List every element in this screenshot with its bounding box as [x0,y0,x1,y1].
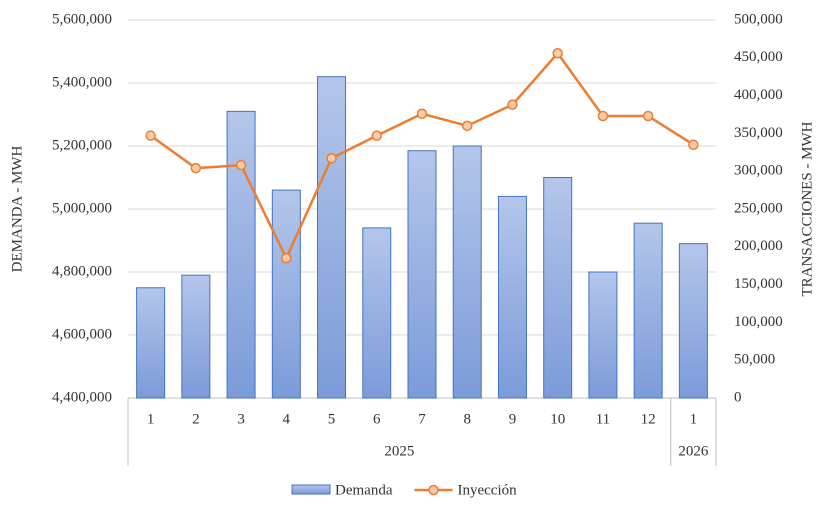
y2-tick-label: 350,000 [734,125,783,141]
bar [633,222,663,399]
group-label: 2025 [384,443,414,459]
marker [688,139,699,150]
y2-tick-label: 450,000 [734,49,783,65]
bar [136,287,166,399]
marker [371,130,383,141]
marker [145,130,156,141]
bar [271,189,301,399]
marker [190,162,202,174]
marker [416,108,428,119]
y-tick-label: 5,000,000 [52,200,112,216]
legend-swatch [428,484,439,496]
bar [181,274,211,399]
bar [678,243,708,399]
x-tick-label: 1 [147,411,155,427]
y-tick-label: 5,200,000 [52,137,112,153]
bar [543,177,573,399]
bar [452,145,482,399]
y-tick-label: 5,600,000 [52,11,112,27]
legend-label: Demanda [335,482,393,498]
x-tick-label: 4 [283,411,291,427]
bar [362,227,392,399]
marker [326,153,337,164]
y-tick-label: 5,400,000 [52,74,112,90]
bar [497,195,527,399]
group-label: 2026 [678,443,709,459]
y-tick-label: 4,400,000 [52,389,112,405]
y2-tick-label: 200,000 [734,238,783,254]
x-tick-label: 9 [509,411,517,427]
x-tick-label: 8 [463,411,471,427]
y2-tick-label: 150,000 [734,276,783,292]
y2-tick-label: 400,000 [734,87,783,103]
marker [597,110,609,122]
marker [461,120,473,132]
x-tick-label: 1 [690,411,698,427]
y-tick-label: 4,600,000 [52,326,112,342]
marker [281,252,292,264]
bar [317,76,347,399]
legend-label: Inyección [457,482,517,498]
x-tick-label: 11 [596,411,610,427]
y2-tick-label: 250,000 [734,200,783,216]
bar [226,110,256,399]
y2-tick-label: 50,000 [734,352,775,368]
y2-axis-title: TRANSACCIONES - MWH [799,121,815,296]
marker [235,159,247,171]
legend-swatch [291,484,331,495]
bar [407,150,437,399]
y-tick-label: 4,800,000 [52,263,112,279]
x-tick-label: 7 [418,411,426,427]
y-axis-title: DEMANDA - MWH [9,146,25,273]
y2-tick-label: 300,000 [734,163,783,179]
x-tick-label: 5 [328,411,336,427]
marker [552,48,563,59]
y2-tick-label: 500,000 [734,11,783,27]
x-tick-label: 12 [641,411,656,427]
x-tick-label: 6 [373,411,381,427]
x-tick-label: 3 [237,411,245,427]
bar [588,271,618,399]
marker [642,110,654,122]
y2-tick-label: 100,000 [734,314,783,330]
x-tick-label: 10 [550,411,565,427]
marker [507,99,518,110]
y2-tick-label: 0 [734,389,742,405]
x-tick-label: 2 [192,411,200,427]
